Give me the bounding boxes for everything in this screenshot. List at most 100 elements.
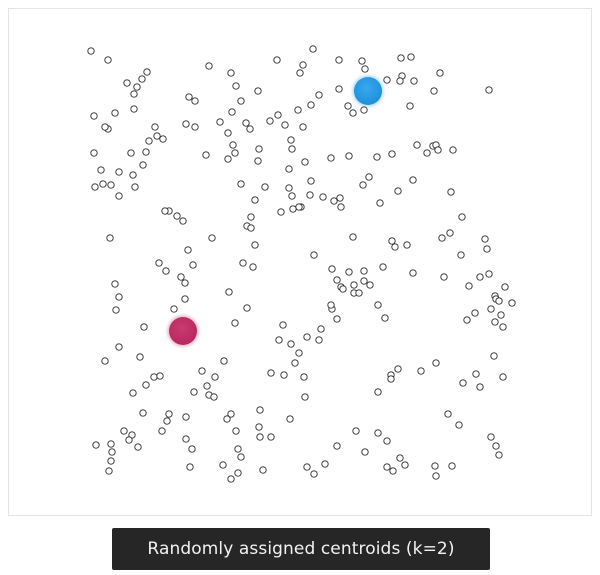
- data-point: [455, 421, 463, 429]
- data-point: [286, 415, 294, 423]
- data-point: [360, 267, 368, 275]
- data-point: [92, 441, 100, 449]
- data-point: [374, 301, 382, 309]
- data-point: [227, 475, 235, 483]
- data-point: [300, 373, 308, 381]
- data-point: [242, 119, 250, 127]
- data-point: [99, 180, 107, 188]
- data-point: [321, 460, 329, 468]
- data-point: [256, 406, 264, 414]
- data-point: [349, 233, 357, 241]
- data-point: [379, 263, 387, 271]
- data-point: [307, 177, 315, 185]
- data-point: [173, 212, 181, 220]
- data-point: [267, 369, 275, 377]
- data-point: [198, 367, 206, 375]
- data-point: [112, 306, 120, 314]
- data-point: [492, 442, 500, 450]
- data-point: [457, 251, 465, 259]
- data-point: [150, 373, 158, 381]
- data-point: [87, 47, 95, 55]
- data-point: [101, 357, 109, 365]
- data-point: [203, 382, 211, 390]
- data-point: [299, 61, 307, 69]
- data-point: [234, 445, 242, 453]
- caption-bar: Randomly assigned centroids (k=2): [112, 528, 490, 570]
- data-point: [90, 112, 98, 120]
- data-point: [444, 410, 452, 418]
- data-point: [153, 132, 161, 140]
- data-point: [205, 62, 213, 70]
- data-point: [101, 123, 109, 131]
- data-point: [471, 309, 479, 317]
- data-point: [237, 180, 245, 188]
- data-point: [431, 462, 439, 470]
- centroids: [167, 75, 384, 347]
- data-point: [120, 427, 128, 435]
- data-point: [127, 149, 135, 157]
- data-point: [432, 472, 440, 480]
- data-point: [389, 467, 397, 475]
- data-point: [310, 470, 318, 478]
- data-point: [97, 166, 105, 174]
- data-point: [228, 108, 236, 116]
- data-point: [259, 466, 267, 474]
- data-point: [315, 91, 323, 99]
- data-point: [394, 187, 402, 195]
- data-point: [202, 151, 210, 159]
- data-point: [438, 234, 446, 242]
- data-point: [115, 168, 123, 176]
- data-point: [225, 288, 233, 296]
- data-point: [129, 171, 137, 179]
- data-point: [165, 410, 173, 418]
- data-point: [374, 429, 382, 437]
- data-point: [361, 65, 369, 73]
- data-point: [413, 141, 421, 149]
- data-point: [267, 433, 275, 441]
- data-point: [317, 325, 325, 333]
- data-point: [345, 268, 353, 276]
- data-point: [310, 251, 318, 259]
- data-point: [191, 97, 199, 105]
- data-point: [361, 448, 369, 456]
- data-point: [281, 121, 289, 129]
- data-point: [388, 150, 396, 158]
- data-point: [273, 56, 281, 64]
- data-point: [440, 273, 448, 281]
- data-point: [374, 388, 382, 396]
- data-point: [294, 106, 302, 114]
- caption-text: Randomly assigned centroids (k=2): [147, 539, 455, 559]
- data-point: [459, 379, 467, 387]
- data-point: [181, 279, 189, 287]
- data-point: [476, 273, 484, 281]
- data-point: [139, 409, 147, 417]
- data-point: [485, 86, 493, 94]
- data-point: [140, 323, 148, 331]
- data-point: [397, 54, 405, 62]
- data-point: [366, 281, 374, 289]
- data-point: [142, 148, 150, 156]
- data-point: [224, 129, 232, 137]
- data-point: [432, 359, 440, 367]
- data-point: [223, 415, 231, 423]
- data-point: [256, 433, 264, 441]
- data-point: [115, 293, 123, 301]
- data-point: [497, 311, 505, 319]
- data-point: [344, 102, 352, 110]
- data-point: [181, 295, 189, 303]
- data-point: [220, 357, 228, 365]
- data-point: [156, 372, 164, 380]
- data-point: [365, 173, 373, 181]
- data-point: [111, 109, 119, 117]
- data-point: [151, 123, 159, 131]
- data-point: [417, 367, 425, 375]
- data-point: [508, 299, 516, 307]
- data-point: [254, 157, 262, 165]
- data-point: [255, 145, 263, 153]
- data-point: [105, 467, 113, 475]
- centroid-pink: [169, 317, 197, 345]
- data-point: [303, 333, 311, 341]
- data-point: [249, 263, 257, 271]
- data-point: [129, 389, 137, 397]
- data-point: [280, 371, 288, 379]
